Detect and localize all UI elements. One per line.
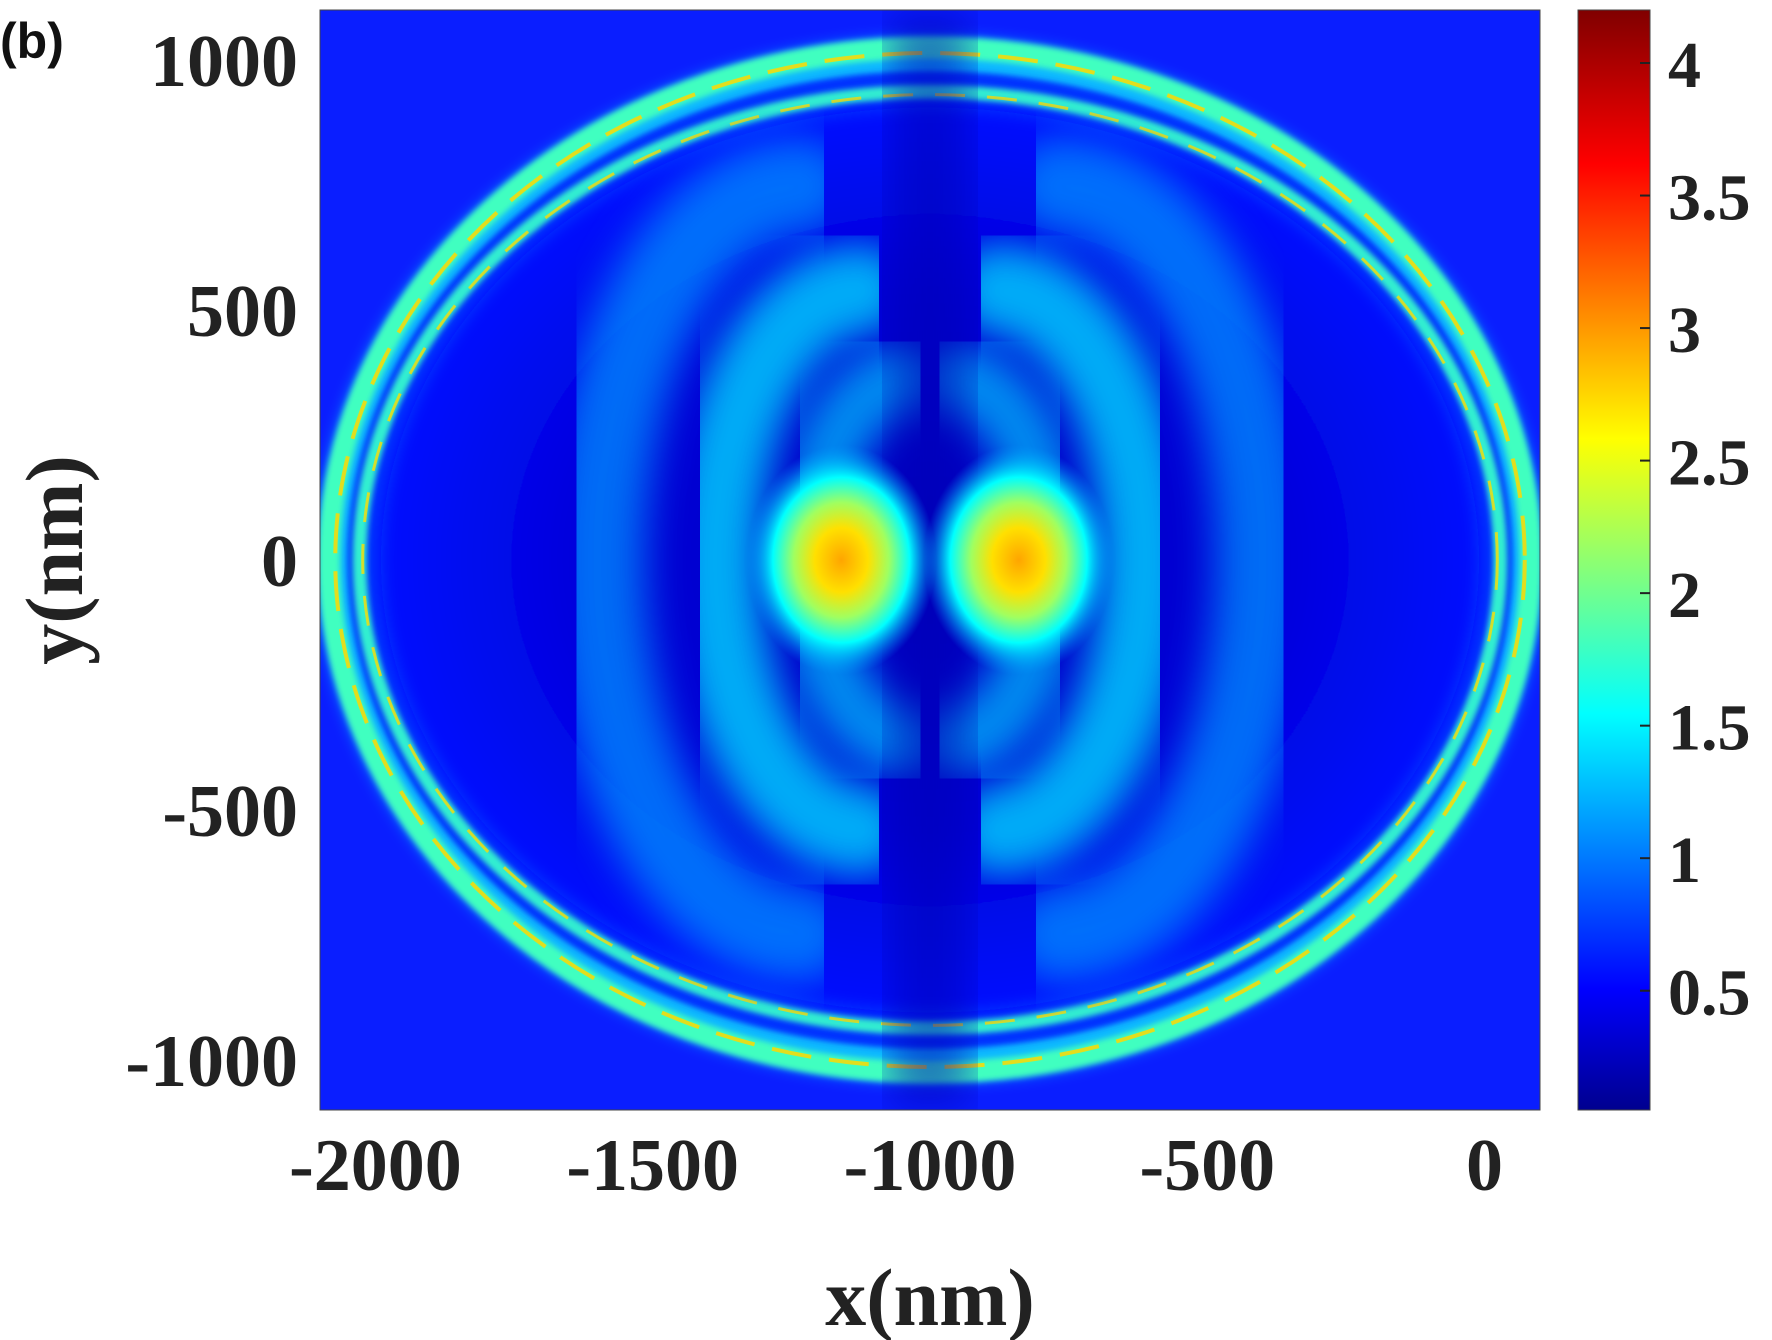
second-ring-peak — [361, 93, 1499, 1027]
hotspot — [746, 445, 937, 675]
heatmap — [320, 10, 1540, 1110]
panel-label: (b) — [0, 13, 64, 69]
x-tick-label: 0 — [1466, 1125, 1503, 1207]
colorbar-tick-label: 1 — [1668, 824, 1701, 897]
y-tick-label: -1000 — [125, 1021, 298, 1103]
x-axis-label: x(nm) — [825, 1252, 1035, 1340]
y-tick-label: 0 — [261, 521, 298, 603]
colorbar — [1577, 9, 1651, 1111]
colorbar-tick-label: 3.5 — [1668, 162, 1751, 235]
x-tick-labels: -2000 -1500 -1000 -500 0 — [289, 1125, 1503, 1207]
field-lobe — [1009, 138, 1311, 982]
colorbar-tick-label: 2.5 — [1668, 427, 1751, 500]
colorbar-tick-label: 1.5 — [1668, 692, 1751, 765]
colorbar-tick-label: 2 — [1668, 559, 1701, 632]
hotspot — [923, 445, 1114, 675]
y-tick-label: 1000 — [150, 21, 298, 103]
x-tick-label: -500 — [1139, 1125, 1275, 1207]
x-tick-label: -2000 — [289, 1125, 462, 1207]
colorbar-tick-labels: 0.5 1 1.5 2 2.5 3 3.5 4 — [1640, 29, 1751, 1030]
y-axis-label: y(nm) — [9, 455, 100, 665]
colorbar-tick-label: 0.5 — [1668, 957, 1751, 1030]
field-lobe — [951, 244, 1191, 876]
field-lobe — [549, 138, 851, 982]
x-tick-label: -1500 — [566, 1125, 739, 1207]
y-tick-label: -500 — [162, 771, 298, 853]
colorbar-tick-label: 4 — [1668, 29, 1701, 102]
y-tick-labels: -1000 -500 0 500 1000 — [125, 21, 298, 1103]
field-lobe — [669, 244, 909, 876]
y-tick-label: 500 — [187, 271, 298, 353]
x-tick-label: -1000 — [844, 1125, 1017, 1207]
colorbar-tick-label: 3 — [1668, 294, 1701, 367]
plot-frame — [319, 9, 1541, 1111]
outer-ring-peak — [333, 51, 1527, 1069]
